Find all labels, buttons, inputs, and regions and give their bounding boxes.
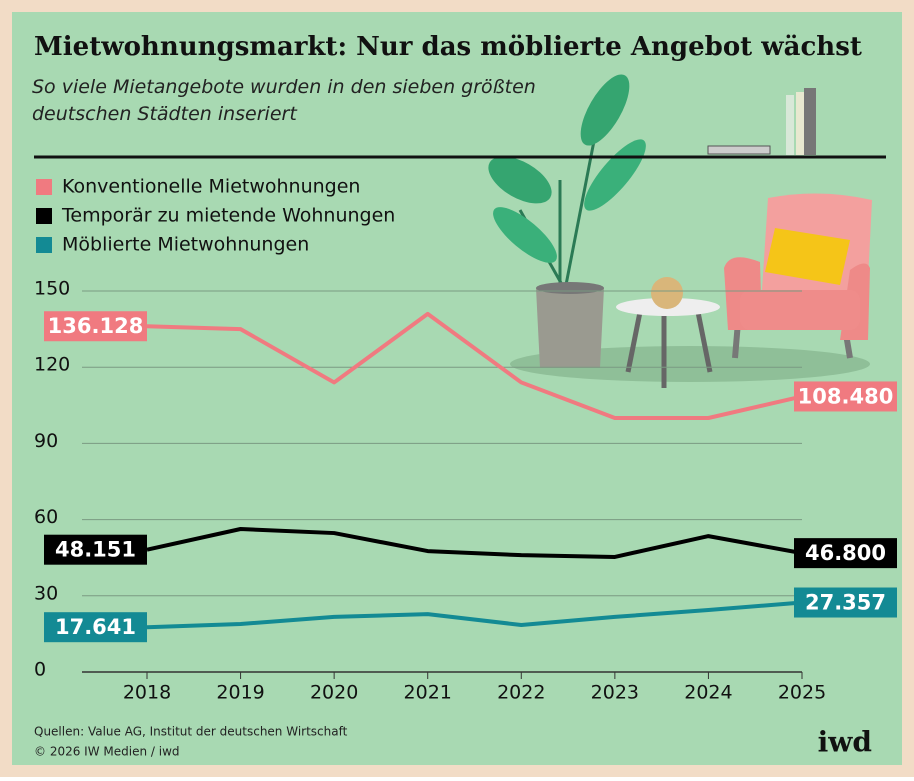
series-line	[146, 526, 803, 559]
x-tick-label: 2022	[497, 682, 545, 704]
x-tick-label: 2020	[310, 682, 358, 704]
legend-label: Temporär zu mietende Wohnungen	[61, 205, 395, 227]
y-tick-label: 90	[34, 430, 58, 452]
panel	[12, 12, 902, 765]
chart-title: Mietwohnungsmarkt: Nur das möblierte Ang…	[34, 32, 862, 62]
legend-label: Konventionelle Mietwohnungen	[62, 176, 360, 198]
x-tick-label: 2023	[591, 682, 639, 704]
value-label: 17.641	[55, 615, 136, 639]
legend-swatch	[36, 237, 52, 253]
y-tick-label: 120	[34, 354, 70, 376]
value-label-box	[44, 534, 147, 565]
y-tick-label: 30	[34, 582, 58, 604]
value-label: 27.357	[805, 591, 886, 615]
y-tick-label: 0	[34, 659, 46, 681]
value-label: 136.128	[48, 314, 144, 338]
subtitle-box: So viele Mietangebote wurden in den sieb…	[32, 76, 536, 125]
copyright: © 2026 IW Medien / iwd	[34, 745, 180, 759]
value-label-box	[794, 538, 897, 569]
series-line	[146, 311, 803, 420]
x-tick-label: 2024	[684, 682, 732, 704]
value-label-box	[44, 311, 147, 342]
subtitle: So viele Mietangebote wurden in den sieb…	[32, 76, 536, 125]
legend-swatch	[36, 208, 52, 224]
x-tick-label: 2019	[216, 682, 264, 704]
value-label-box	[794, 587, 897, 618]
legend-swatch	[36, 179, 52, 195]
x-tick-label: 2025	[778, 682, 826, 704]
illustration	[488, 74, 872, 388]
legend-label: Möblierte Mietwohnungen	[62, 234, 309, 256]
value-label-box	[44, 612, 147, 643]
value-label: 48.151	[55, 538, 136, 562]
logo: iwd	[818, 726, 872, 759]
x-tick-label: 2021	[404, 682, 452, 704]
source: Quellen: Value AG, Institut der deutsche…	[34, 725, 348, 739]
value-label: 46.800	[805, 541, 886, 565]
value-label-box	[794, 381, 897, 412]
y-tick-label: 60	[34, 506, 58, 528]
x-tick-label: 2018	[123, 682, 171, 704]
value-label: 108.480	[798, 384, 894, 408]
series-line	[146, 600, 803, 630]
y-tick-label: 150	[34, 278, 70, 300]
